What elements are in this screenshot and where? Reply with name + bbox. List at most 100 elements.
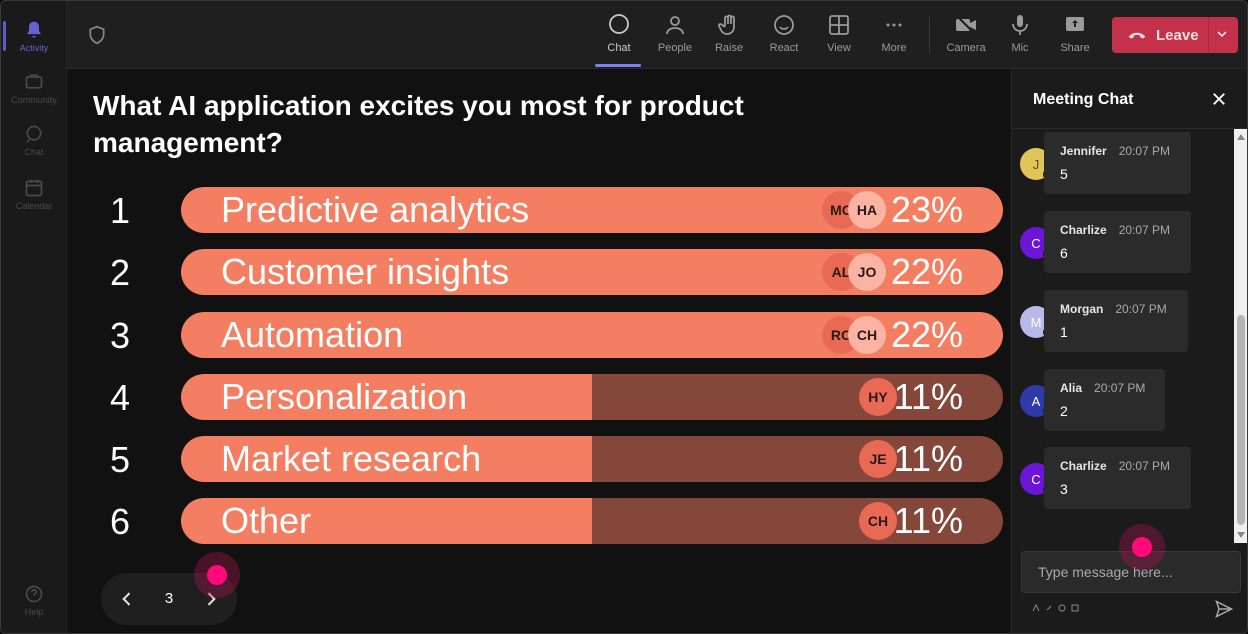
chat-header-divider [1012,128,1247,129]
rail-item-chat[interactable]: Chat [1,115,67,165]
message-time: 20:07 PM [1094,381,1146,395]
message-bubble: Jennifer 20:07 PM 5 [1044,132,1191,194]
format-toolbar [1032,604,1079,612]
chevron-left-icon[interactable] [117,589,137,609]
more-button[interactable]: More [867,11,921,61]
sender-name: Charlize [1060,223,1107,237]
poll-option-row: 5 Market research JE 11% [67,436,1011,484]
option-percent: 11% [893,500,963,541]
option-rank: 2 [109,252,131,293]
poll-results: What AI application excites you most for… [67,69,1011,633]
chat-icon [609,14,629,34]
option-label: Customer insights [221,251,510,292]
message-bubble: Alia 20:07 PM 2 [1044,369,1165,431]
result-bar: Other CH 11% [181,498,1003,544]
camera-button[interactable]: Camera [939,11,993,61]
rail-label: Chat [24,146,44,157]
emoji-icon[interactable] [1058,604,1066,612]
raise-hand-button[interactable]: Raise [702,11,756,61]
share-screen-icon [1066,17,1084,31]
voter-avatar: CH [848,316,886,354]
left-rail: Activity Community Chat Calendar Help [1,1,67,633]
close-icon[interactable] [1210,90,1228,108]
chat-icon [26,125,42,143]
voter-avatar: HY [859,378,897,416]
rail-label: Calendar [15,200,53,211]
shield-icon[interactable] [87,25,107,45]
option-label: Automation [221,314,404,355]
scrollbar-thumb[interactable] [1237,315,1245,525]
result-bar-fill [181,374,592,420]
avatar-initial: A [1031,393,1041,409]
chat-message-list[interactable]: J Jennifer 20:07 PM 5 C Charlize 20:07 PM … [1012,129,1234,543]
person-icon [666,16,684,35]
message-time: 20:07 PM [1118,459,1171,473]
chat-scrollbar[interactable] [1234,129,1247,543]
meeting-chat-panel: Meeting Chat J Jennifer 20:07 PM 5 C [1011,69,1247,633]
poll-option-row: 6 Other CH 11% [67,498,1011,546]
result-bar-fill [181,498,592,544]
poll-option-row: 1 Predictive analytics MC HA 23% [67,187,1011,235]
result-bar: Automation RC CH 22% [181,312,1003,358]
scroll-down-arrow-icon[interactable] [1237,532,1245,538]
raise-label: Raise [714,42,744,54]
sender-name: Alia [1060,381,1083,395]
chat-label: Chat [607,42,631,54]
message-time: 20:07 PM [1118,144,1171,158]
share-label: Share [1060,42,1090,54]
option-percent: 22% [890,314,963,355]
mic-label: Mic [1011,42,1029,54]
react-button[interactable]: React [757,11,811,61]
camera-off-icon [956,15,976,35]
sender-name: Jennifer [1060,144,1107,158]
option-percent: 22% [890,251,963,292]
view-button[interactable]: View [812,11,866,61]
gif-icon[interactable] [1071,604,1079,612]
voter-avatar: JO [848,253,886,291]
more-icon [886,23,902,27]
option-rank: 3 [109,315,131,356]
message-bubble: Charlize 20:07 PM 3 [1044,447,1191,509]
message-time: 20:07 PM [1118,223,1171,237]
option-percent: 11% [893,376,963,417]
message-text: 2 [1060,403,1068,419]
option-percent: 11% [893,438,963,479]
option-percent: 23% [890,189,963,230]
rail-label: Community [11,94,57,105]
rail-label: Activity [19,42,49,53]
rail-item-calendar[interactable]: Calendar [1,169,67,219]
leave-button[interactable]: Leave [1112,17,1238,53]
share-button[interactable]: Share [1048,11,1102,61]
chat-panel-title: Meeting Chat [1033,91,1134,108]
avatar-initial: M [1030,314,1042,330]
click-indicator [207,565,227,585]
message-text: 5 [1060,166,1068,182]
calendar-icon [25,179,43,196]
option-rank: 5 [109,439,131,480]
chevron-down-icon[interactable] [1214,26,1230,42]
message-bubble: Charlize 20:07 PM 6 [1044,211,1191,273]
rail-item-activity[interactable]: Activity [1,11,67,61]
hang-up-icon [1128,32,1146,39]
people-button[interactable]: People [648,11,702,61]
chat-button[interactable]: Chat [592,11,646,67]
send-icon[interactable] [1214,599,1234,619]
people-label: People [657,42,693,54]
more-label: More [881,42,907,54]
bell-icon [27,21,41,37]
option-rank: 6 [109,501,131,542]
rail-item-help[interactable]: Help [1,575,67,625]
react-label: React [769,42,799,54]
mic-button[interactable]: Mic [993,11,1047,61]
chevron-right-icon[interactable] [201,589,221,609]
scroll-up-arrow-icon[interactable] [1237,134,1245,140]
rail-item-community[interactable]: Community [1,63,67,113]
result-bar: Market research JE 11% [181,436,1003,482]
format-icon[interactable] [1032,604,1040,612]
help-icon [25,585,43,602]
chat-message-input[interactable] [1021,551,1241,593]
attach-icon[interactable] [1045,604,1053,612]
meeting-toolbar: Chat People Raise React View More Camera [67,1,1247,69]
option-label: Market research [221,438,482,479]
smiley-icon [774,15,794,35]
